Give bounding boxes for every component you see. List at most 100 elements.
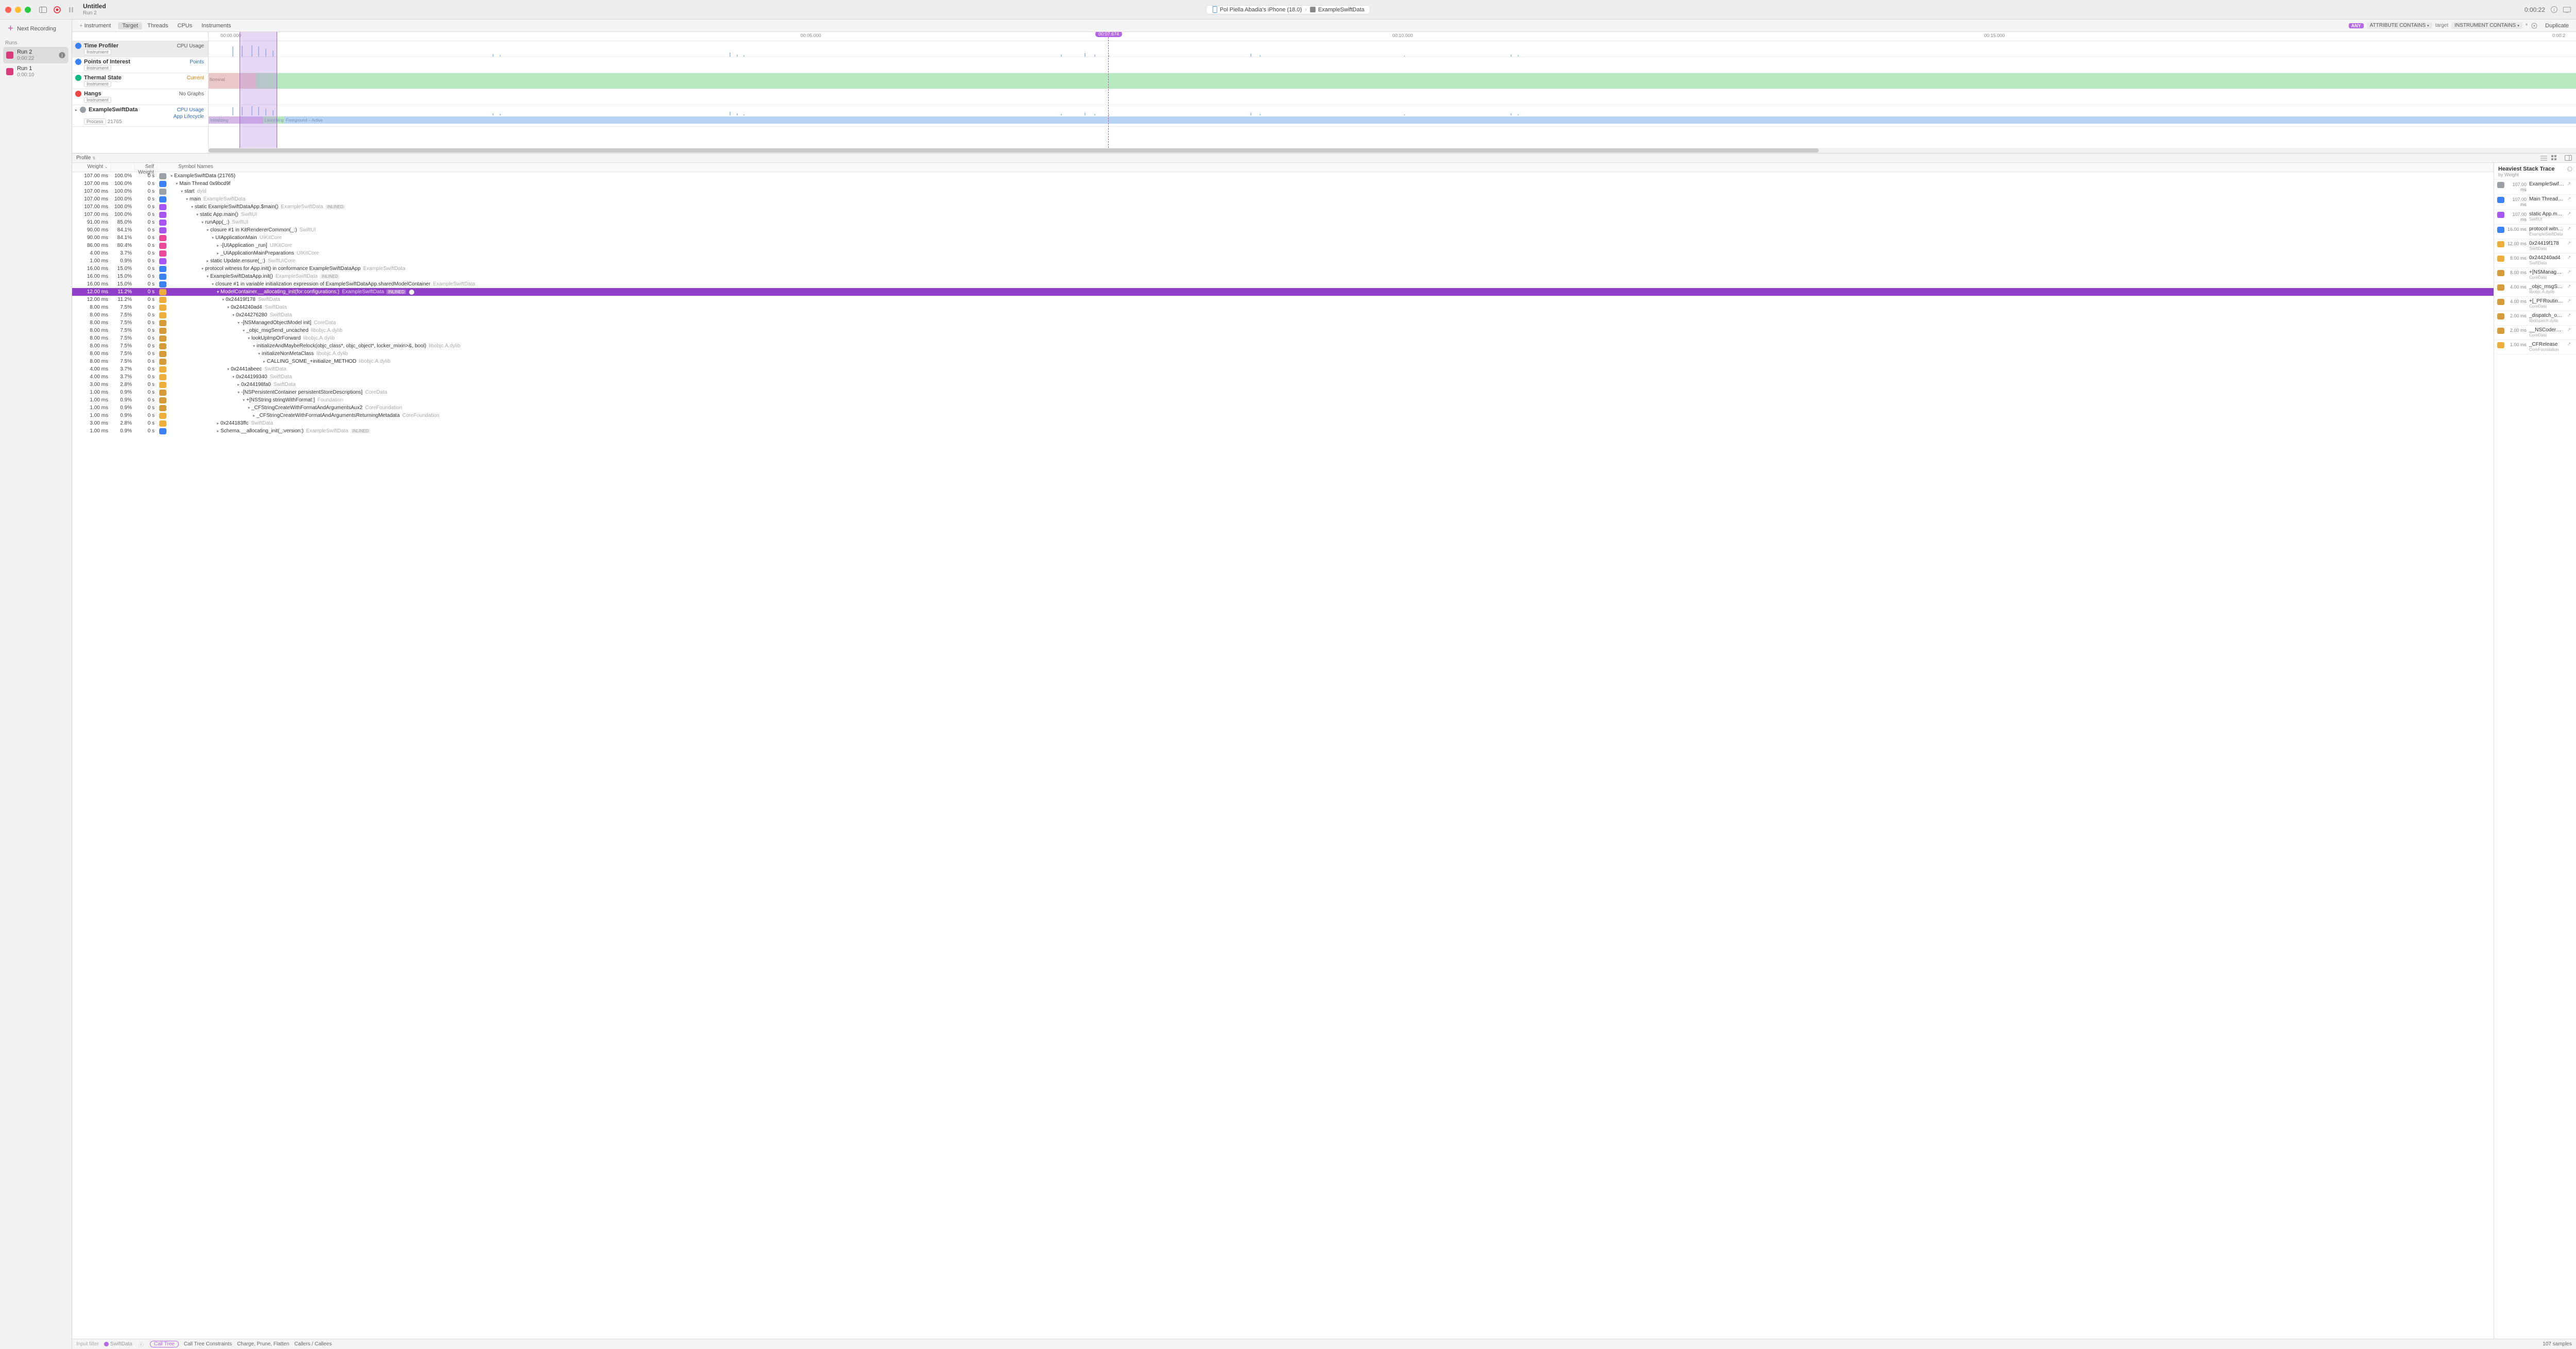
sidebar-toggle-icon[interactable] (39, 6, 47, 13)
disclosure-triangle-icon[interactable]: ▸ (215, 243, 221, 248)
focus-icon[interactable] (409, 290, 414, 295)
disclosure-triangle-icon[interactable]: ▾ (179, 189, 184, 194)
disclosure-triangle-icon[interactable]: ▸ (205, 259, 210, 263)
heaviest-stack-item[interactable]: 8.00 ms 0x244240ad4SwiftData ↗ (2494, 254, 2576, 268)
heaviest-stack-item[interactable]: 2.00 ms __NSCoderEnforceF...CoreData ↗ (2494, 326, 2576, 340)
call-tree-row[interactable]: 1.00 ms 0.9% 0 s ▸ Schema.__allocating_i… (72, 427, 2494, 435)
sidebar-run-item[interactable]: Run 20:00:22 i (3, 47, 69, 63)
goto-icon[interactable]: ↗ (2567, 255, 2573, 261)
filter-token-swiftdata[interactable]: SwiftData (104, 1341, 132, 1347)
call-tree-row[interactable]: 91.00 ms 85.0% 0 s ▾ runApp(_:) SwiftUI (72, 218, 2494, 226)
clear-filter-icon[interactable]: ⓧ (138, 1341, 145, 1348)
filter-tab[interactable]: Threads (143, 22, 172, 29)
callers-callees-button[interactable]: Callers / Callees (294, 1341, 332, 1347)
disclosure-triangle-icon[interactable]: ▾ (169, 174, 174, 178)
disclosure-triangle-icon[interactable]: ▸ (215, 251, 221, 256)
disclosure-triangle-icon[interactable]: ▾ (195, 212, 200, 217)
filter-any-badge[interactable]: ANY (2349, 23, 2364, 28)
call-tree-row[interactable]: 4.00 ms 3.7% 0 s ▸ _UIApplicationMainPre… (72, 249, 2494, 257)
duplicate-button[interactable]: Duplicate (2541, 22, 2573, 29)
disclosure-triangle-icon[interactable]: ▸ (262, 359, 267, 364)
call-tree-row[interactable]: 90.00 ms 84.1% 0 s ▾ closure #1 in KitRe… (72, 226, 2494, 234)
timeline-selection[interactable] (240, 32, 278, 148)
filter-tab[interactable]: Target (118, 22, 142, 29)
disclosure-triangle-icon[interactable]: ▸ (215, 421, 221, 426)
track-label[interactable]: Points of InterestInstrumentPoints (72, 57, 208, 73)
heaviest-stack-item[interactable]: 12.00 ms 0x24419f178SwiftData ↗ (2494, 239, 2576, 254)
call-tree-row[interactable]: 3.00 ms 2.8% 0 s ▸ 0x244198fa0 SwiftData (72, 381, 2494, 389)
call-tree-row[interactable]: 107.00 ms 100.0% 0 s ▾ ExampleSwiftData … (72, 172, 2494, 180)
disclosure-triangle-icon[interactable]: ▾ (246, 336, 251, 341)
display-icon[interactable] (2563, 6, 2571, 13)
goto-icon[interactable]: ↗ (2567, 241, 2573, 246)
disclosure-triangle-icon[interactable]: ▾ (241, 398, 246, 402)
call-tree-row[interactable]: 1.00 ms 0.9% 0 s ▾ -[NSPersistentContain… (72, 389, 2494, 396)
info-icon[interactable]: i (2550, 6, 2558, 13)
timeline-track-row[interactable] (209, 57, 2576, 73)
goto-icon[interactable]: ↗ (2567, 181, 2573, 187)
call-tree-row[interactable]: 90.00 ms 84.1% 0 s ▾ UIApplicationMain U… (72, 234, 2494, 242)
disclosure-triangle-icon[interactable]: ▾ (205, 274, 210, 279)
disclosure-triangle-icon[interactable]: ▾ (251, 344, 257, 348)
charge-prune-button[interactable]: Charge, Prune, Flatten (237, 1341, 289, 1347)
call-tree-row[interactable]: 8.00 ms 7.5% 0 s ▾ 0x244276280 SwiftData (72, 311, 2494, 319)
goto-icon[interactable]: ↗ (2567, 313, 2573, 318)
add-instrument-button[interactable]: +Instrument (75, 22, 115, 29)
call-tree-row[interactable]: 8.00 ms 7.5% 0 s ▾ 0x244240ad4 SwiftData (72, 303, 2494, 311)
grid-mode-icon[interactable] (2550, 155, 2557, 162)
list-mode-icon[interactable] (2540, 155, 2547, 162)
call-tree-row[interactable]: 4.00 ms 3.7% 0 s ▾ 0x244199340 SwiftData (72, 373, 2494, 381)
heaviest-stack-item[interactable]: 107.00 ms ExampleSwiftData (21765) ↗ (2494, 180, 2576, 195)
info-icon[interactable]: i (59, 52, 65, 59)
track-label[interactable]: ▸ExampleSwiftDataProcess 21765CPU UsageA… (72, 105, 208, 127)
close-window-icon[interactable] (5, 7, 11, 13)
disclosure-triangle-icon[interactable]: ▸ (215, 429, 221, 433)
inspector-toggle-icon[interactable] (2565, 155, 2572, 162)
heaviest-stack-item[interactable]: 16.00 ms protocol witness for App...Exam… (2494, 225, 2576, 239)
timeline-track-row[interactable]: Nominal (209, 73, 2576, 89)
call-tree-row[interactable]: 8.00 ms 7.5% 0 s ▾ initializeNonMetaClas… (72, 350, 2494, 358)
call-tree-row[interactable]: 1.00 ms 0.9% 0 s ▾ +[NSString stringWith… (72, 396, 2494, 404)
col-self-weight[interactable]: Self Weight (135, 163, 158, 172)
call-tree-row[interactable]: 8.00 ms 7.5% 0 s ▾ _objc_msgSend_uncache… (72, 327, 2494, 334)
sidebar-run-item[interactable]: Run 10:00:10 (3, 63, 69, 80)
call-tree-row[interactable]: 1.00 ms 0.9% 0 s ▸ static Update.ensure(… (72, 257, 2494, 265)
goto-icon[interactable]: ↗ (2567, 342, 2573, 347)
goto-icon[interactable]: ↗ (2567, 211, 2573, 217)
timeline[interactable]: 00:00.00000:05.00000:10.00000:15.0000:00… (209, 32, 2576, 153)
heaviest-stack-item[interactable]: 4.00 ms +[_PFRoutines initiali...CoreDat… (2494, 297, 2576, 311)
timeline-scrollbar[interactable] (209, 148, 2576, 153)
disclosure-triangle-icon[interactable]: ▸ (251, 413, 257, 418)
heaviest-stack-item[interactable]: 2.00 ms _dispatch_once_calloutlibdispatc… (2494, 311, 2576, 326)
track-label[interactable]: Time ProfilerInstrumentCPU Usage (72, 41, 208, 57)
zoom-window-icon[interactable] (25, 7, 31, 13)
goto-icon[interactable]: ↗ (2567, 226, 2573, 232)
call-tree-row[interactable]: 8.00 ms 7.5% 0 s ▾ lookUpImpOrForward li… (72, 334, 2494, 342)
goto-icon[interactable]: ↗ (2567, 269, 2573, 275)
call-tree-row[interactable]: 12.00 ms 11.2% 0 s ▾ ModelContainer.__al… (72, 288, 2494, 296)
col-weight-pct[interactable] (111, 163, 135, 172)
disclosure-triangle-icon[interactable]: ▾ (257, 351, 262, 356)
instrument-contains-token[interactable]: INSTRUMENT CONTAINS▾ (2451, 22, 2522, 29)
scrollbar-thumb[interactable] (209, 148, 1819, 153)
filter-settings-icon[interactable] (2531, 22, 2538, 29)
call-tree-row[interactable]: 16.00 ms 15.0% 0 s ▾ ExampleSwiftDataApp… (72, 273, 2494, 280)
goto-icon[interactable]: ↗ (2567, 298, 2573, 304)
disclosure-triangle-icon[interactable]: ▾ (236, 390, 241, 395)
goto-icon[interactable]: ↗ (2567, 284, 2573, 290)
disclosure-triangle-icon[interactable]: ▾ (241, 328, 246, 333)
goto-icon[interactable]: ↗ (2567, 196, 2573, 202)
col-symbol[interactable]: Symbol Names (168, 163, 2494, 172)
disclosure-triangle-icon[interactable]: ▾ (231, 375, 236, 379)
disclosure-triangle-icon[interactable]: ▾ (210, 282, 215, 286)
track-label[interactable]: HangsInstrumentNo Graphs (72, 89, 208, 105)
call-tree-row[interactable]: 12.00 ms 11.2% 0 s ▾ 0x24419f178 SwiftDa… (72, 296, 2494, 303)
disclosure-icon[interactable]: ▸ (75, 108, 77, 112)
heaviest-stack-list[interactable]: 107.00 ms ExampleSwiftData (21765) ↗ 107… (2494, 180, 2576, 1339)
call-tree-row[interactable]: 1.00 ms 0.9% 0 s ▾ _CFStringCreateWithFo… (72, 404, 2494, 412)
disclosure-triangle-icon[interactable]: ▸ (236, 382, 241, 387)
call-tree-row[interactable]: 8.00 ms 7.5% 0 s ▾ -[NSManagedObjectMode… (72, 319, 2494, 327)
call-tree-row[interactable]: 107.00 ms 100.0% 0 s ▾ static App.main()… (72, 211, 2494, 218)
call-tree-constraints-button[interactable]: Call Tree Constraints (184, 1341, 232, 1347)
call-tree-row[interactable]: 107.00 ms 100.0% 0 s ▾ main ExampleSwift… (72, 195, 2494, 203)
